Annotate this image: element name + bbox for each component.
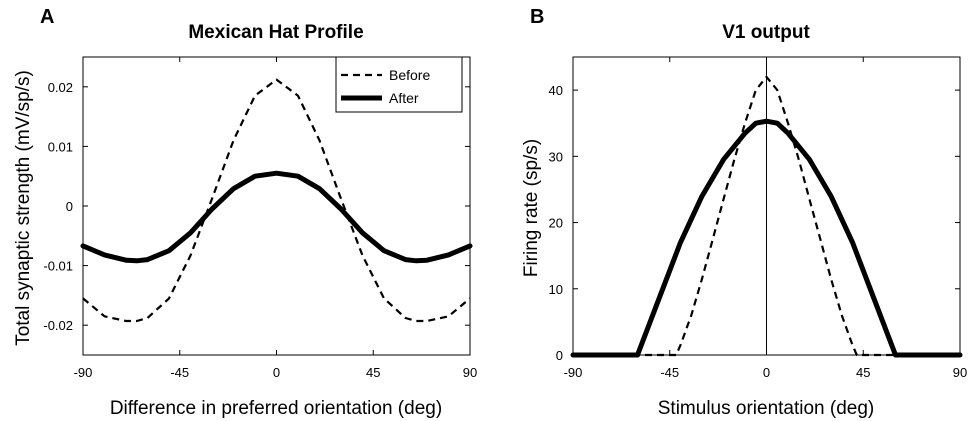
y-tick-label: 20 — [549, 216, 563, 231]
legend-box — [335, 56, 463, 113]
chart-title-a: Mexican Hat Profile — [188, 22, 363, 43]
plot-area-a: -90 -45 0 45 90 -0.02 -0.01 0 0.01 0.02 — [43, 56, 477, 380]
series-line-after-b — [570, 118, 963, 358]
y-axis-label-b: Firing rate (sp/s) — [521, 139, 542, 277]
panel-letter-a: A — [40, 6, 54, 28]
y-tick-label: 30 — [549, 149, 563, 164]
y-tick-label: 0 — [556, 348, 563, 363]
y-tick-label: 0.01 — [48, 139, 73, 154]
y-tick-label: 10 — [549, 282, 563, 297]
x-tick-label: 45 — [366, 365, 380, 380]
legend-label-after: After — [389, 90, 419, 106]
x-tick-label: 0 — [763, 365, 770, 380]
x-axis-label-a: Difference in preferred orientation (deg… — [110, 398, 442, 419]
x-tick-label: 90 — [463, 365, 477, 380]
y-tick-label: -0.01 — [43, 259, 73, 274]
y-tick-label: 0 — [66, 199, 73, 214]
series-line-after-a — [80, 170, 473, 264]
x-axis-label-b: Stimulus orientation (deg) — [658, 398, 875, 419]
legend: Before After — [335, 56, 463, 113]
x-tick-label: -45 — [170, 365, 189, 380]
legend-label-before: Before — [389, 67, 430, 83]
panel-a: A Mexican Hat Profile Difference in pref… — [13, 6, 477, 419]
x-tick-label: 90 — [953, 365, 967, 380]
x-tick-label: -90 — [74, 365, 93, 380]
panel-letter-b: B — [530, 6, 544, 28]
x-tick-label: -90 — [564, 365, 583, 380]
series-line-before-b — [573, 75, 960, 357]
y-tick-label: 40 — [549, 83, 563, 98]
y-tick-label: -0.02 — [43, 318, 73, 333]
plot-area-b: -90 -45 0 45 90 0 10 20 30 40 — [549, 56, 967, 380]
y-axis-label-a: Total synaptic strength (mV/sp/s) — [13, 70, 34, 346]
x-tick-label: -45 — [660, 365, 679, 380]
y-tick-label: 0.02 — [48, 80, 73, 95]
x-tick-label: 0 — [273, 365, 280, 380]
x-tick-label: 45 — [856, 365, 870, 380]
panel-b: B V1 output Stimulus orientation (deg) F… — [521, 6, 967, 419]
series-line-before-a — [82, 78, 471, 323]
chart-title-b: V1 output — [722, 22, 810, 43]
